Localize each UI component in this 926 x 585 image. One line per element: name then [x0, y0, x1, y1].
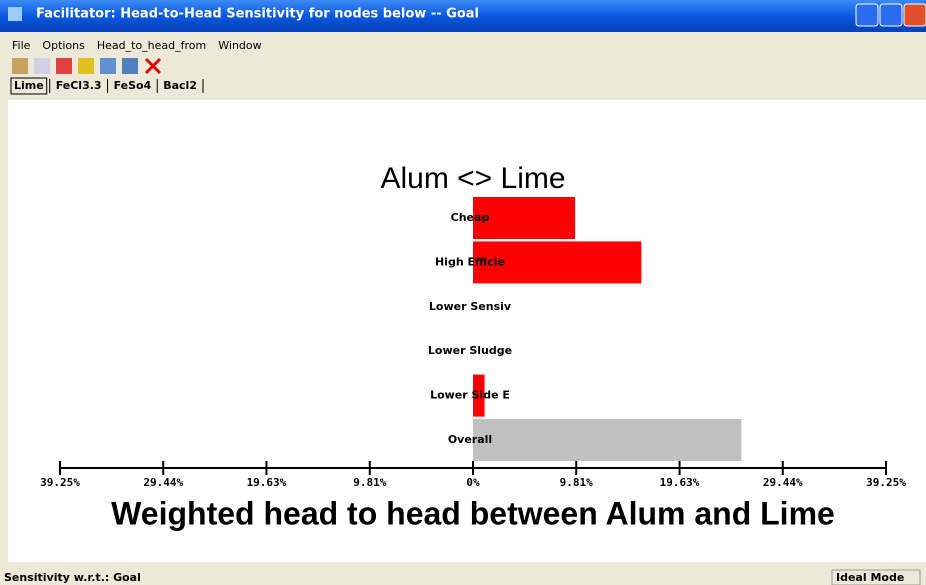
bar [473, 374, 485, 417]
x-axis-label: Weighted head to head between Alum and L… [111, 495, 835, 531]
tab-active-frame [10, 77, 48, 95]
menu-item[interactable]: Head_to_head_from [97, 39, 206, 52]
status-panel [831, 569, 921, 585]
x-tick-label: 19.63% [660, 476, 700, 489]
tool-close[interactable] [144, 57, 162, 75]
app-icon [8, 7, 22, 21]
chart-title: Alum <> Lime [380, 162, 565, 195]
tool-bars[interactable] [78, 58, 94, 74]
title-bar [0, 0, 926, 32]
x-tick-label: 0% [466, 476, 480, 489]
x-tick-label: 29.44% [763, 476, 803, 489]
category-label: Lower Sludge [428, 344, 512, 357]
maximize-button[interactable] [879, 3, 903, 27]
tool-graph[interactable] [34, 58, 50, 74]
minimize-button[interactable] [855, 3, 879, 27]
tool-chart[interactable] [100, 58, 116, 74]
bar [473, 197, 576, 239]
category-label: Lower Side E [430, 389, 510, 402]
status-bar [0, 568, 926, 585]
toolbar [12, 57, 162, 75]
bar [473, 419, 742, 461]
category-label: Overall [448, 433, 492, 446]
x-tick-label: 39.25% [866, 476, 906, 489]
menu-item[interactable]: File [12, 39, 31, 52]
tab[interactable]: FeCl3.3 [56, 79, 102, 92]
x-tick-label: 9.81% [560, 476, 593, 489]
status-right: Ideal Mode [836, 571, 904, 584]
tool-sens[interactable] [56, 58, 72, 74]
x-tick-label: 29.44% [143, 476, 183, 489]
x-tick-label: 39.25% [40, 476, 80, 489]
x-tick-label: 19.63% [247, 476, 287, 489]
window-title: Facilitator: Head-to-Head Sensitivity fo… [36, 7, 479, 22]
category-label: Lower Sensiv [429, 300, 512, 313]
category-label: High Efficie [435, 255, 505, 268]
status-left: Sensitivity w.r.t.: Goal [4, 571, 141, 584]
close-button[interactable] [903, 3, 926, 27]
bar [473, 241, 642, 284]
tab[interactable]: Bacl2 [163, 79, 197, 92]
menu-item[interactable]: Window [218, 39, 261, 52]
category-label: Cheap [451, 211, 490, 224]
chart-area [8, 100, 926, 562]
tab[interactable]: Lime [14, 79, 44, 92]
tool-window[interactable] [122, 58, 138, 74]
x-tick-label: 9.81% [353, 476, 386, 489]
tool-home[interactable] [12, 58, 28, 74]
menu-item[interactable]: Options [42, 39, 85, 52]
tab[interactable]: FeSo4 [114, 79, 152, 92]
